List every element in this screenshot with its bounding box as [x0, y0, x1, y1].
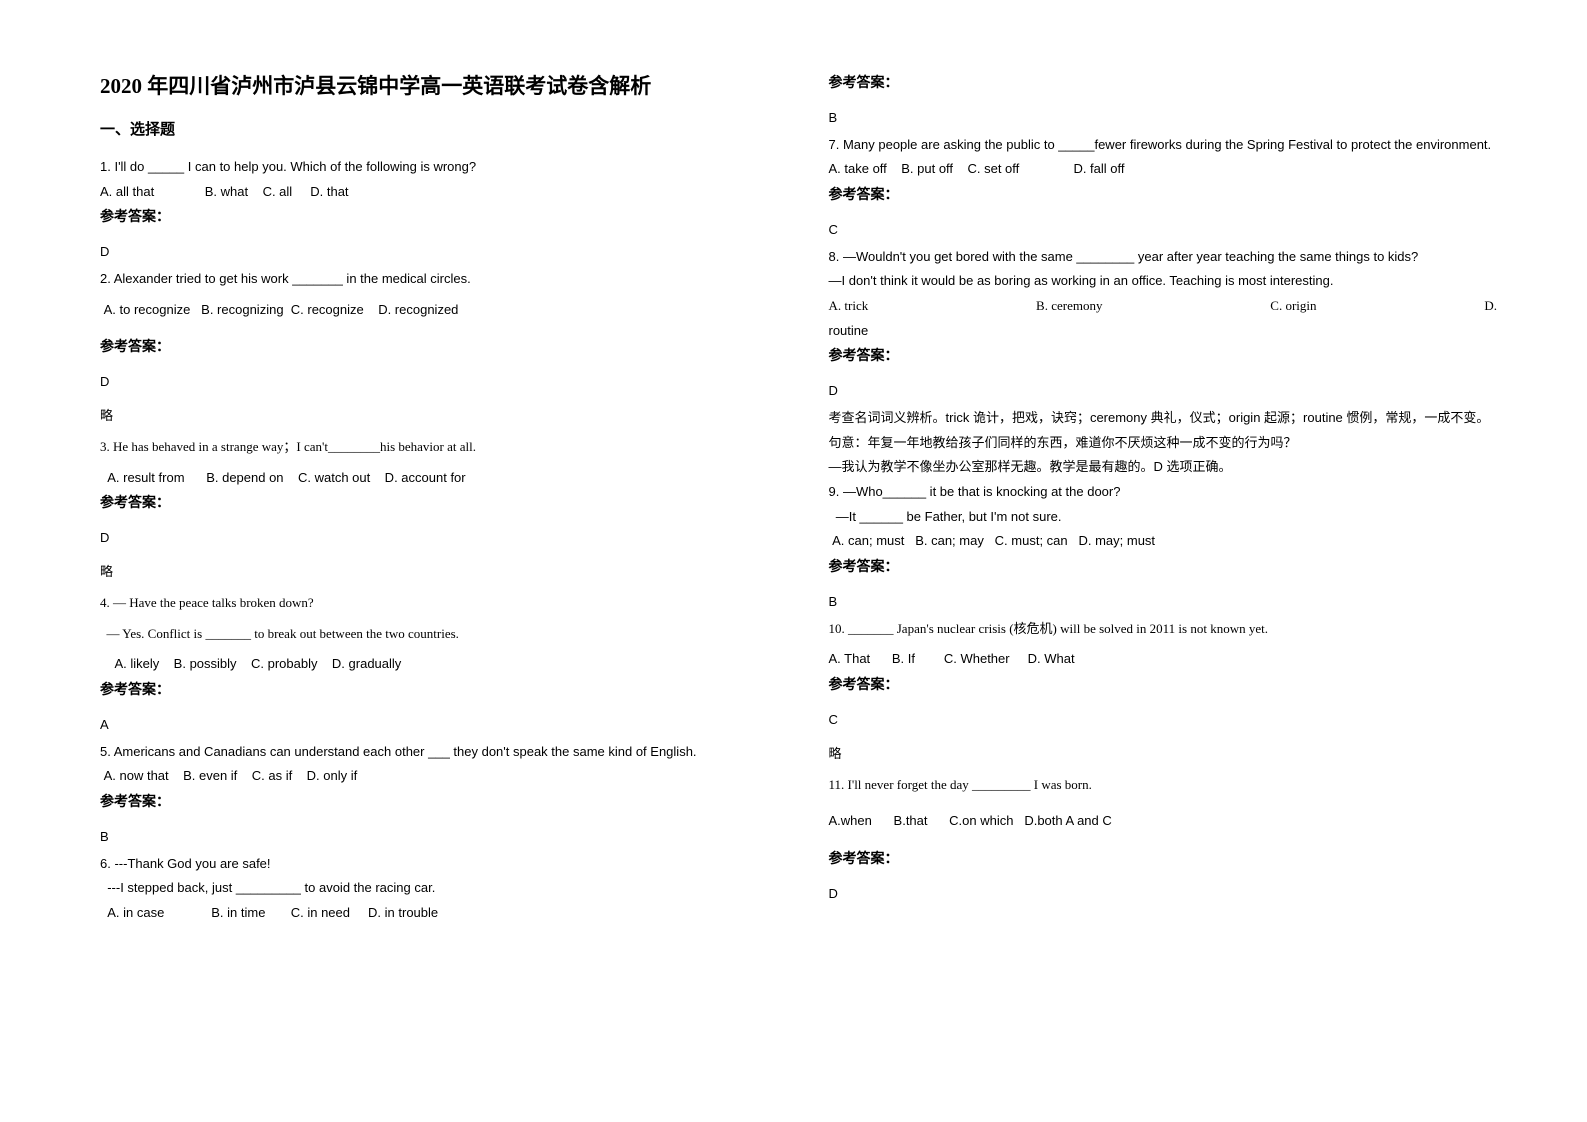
q5-stem: 5. Americans and Canadians can understan… [100, 740, 769, 765]
q1-answer-label: 参考答案： [100, 204, 769, 232]
q6-stem2: ---I stepped back, just _________ to avo… [100, 876, 769, 901]
q11-answer: D [829, 880, 1498, 909]
q6-stem1: 6. ---Thank God you are safe! [100, 852, 769, 877]
q9-answer-label: 参考答案： [829, 554, 1498, 582]
q1-stem: 1. I'll do _____ I can to help you. Whic… [100, 155, 769, 180]
q7-answer-label: 参考答案： [829, 182, 1498, 210]
q8-optD: D. [1484, 294, 1497, 319]
q1-options: A. all that B. what C. all D. that [100, 180, 769, 205]
q2-options: A. to recognize B. recognizing C. recogn… [100, 298, 769, 323]
q4-stem2: — Yes. Conflict is _______ to break out … [100, 622, 769, 647]
q5-answer: B [100, 823, 769, 852]
q8-stem2: —I don't think it would be as boring as … [829, 269, 1498, 294]
q7-answer: C [829, 216, 1498, 245]
q8-explain2: —我认为教学不像坐办公室那样无趣。教学是最有趣的。D 选项正确。 [829, 455, 1498, 480]
q8-optB: B. ceremony [1036, 294, 1102, 319]
q10-answer: C [829, 706, 1498, 735]
q4-stem1: 4. — Have the peace talks broken down? [100, 591, 769, 616]
q3-answer-label: 参考答案： [100, 490, 769, 518]
q8-optA: A. trick [829, 294, 869, 319]
q6-options: A. in case B. in time C. in need D. in t… [100, 901, 769, 926]
q2-answer-label: 参考答案： [100, 334, 769, 362]
q2-stem: 2. Alexander tried to get his work _____… [100, 267, 769, 292]
q8-answer-label: 参考答案： [829, 343, 1498, 371]
q8-explain1: 考查名词词义辨析。trick 诡计，把戏，诀窍；ceremony 典礼，仪式；o… [829, 406, 1498, 455]
q10-stem: 10. _______ Japan's nuclear crisis (核危机)… [829, 617, 1498, 642]
q3-answer: D [100, 524, 769, 553]
q10-note: 略 [829, 741, 1498, 767]
q9-stem2: —It ______ be Father, but I'm not sure. [829, 505, 1498, 530]
q10-answer-label: 参考答案： [829, 672, 1498, 700]
q9-stem1: 9. —Who______ it be that is knocking at … [829, 480, 1498, 505]
q8-opt-cont: routine [829, 319, 1498, 344]
q8-answer: D [829, 377, 1498, 406]
q7-stem: 7. Many people are asking the public to … [829, 133, 1498, 158]
right-column: 参考答案： B 7. Many people are asking the pu… [799, 70, 1498, 1082]
q2-answer: D [100, 368, 769, 397]
q6-answer: B [829, 104, 1498, 133]
q7-options: A. take off B. put off C. set off D. fal… [829, 157, 1498, 182]
q3-options: A. result from B. depend on C. watch out… [100, 466, 769, 491]
q8-stem1: 8. —Wouldn't you get bored with the same… [829, 245, 1498, 270]
q5-answer-label: 参考答案： [100, 789, 769, 817]
q4-options: A. likely B. possibly C. probably D. gra… [100, 652, 769, 677]
q4-answer-label: 参考答案： [100, 677, 769, 705]
q8-options: A. trick B. ceremony C. origin D. [829, 294, 1498, 319]
q8-optC: C. origin [1270, 294, 1316, 319]
q10-options: A. That B. If C. Whether D. What [829, 647, 1498, 672]
q5-options: A. now that B. even if C. as if D. only … [100, 764, 769, 789]
section-heading: 一、选择题 [100, 118, 769, 139]
q6-answer-label: 参考答案： [829, 70, 1498, 98]
q4-answer: A [100, 711, 769, 740]
q3-note: 略 [100, 559, 769, 585]
left-column: 2020 年四川省泸州市泸县云锦中学高一英语联考试卷含解析 一、选择题 1. I… [100, 70, 799, 1082]
q9-answer: B [829, 588, 1498, 617]
q11-options: A.when B.that C.on which D.both A and C [829, 809, 1498, 834]
q9-options: A. can; must B. can; may C. must; can D.… [829, 529, 1498, 554]
q11-stem: 11. I'll never forget the day _________ … [829, 773, 1498, 798]
q3-stem: 3. He has behaved in a strange way；I can… [100, 435, 769, 460]
q2-note: 略 [100, 403, 769, 429]
q11-answer-label: 参考答案： [829, 846, 1498, 874]
document-title: 2020 年四川省泸州市泸县云锦中学高一英语联考试卷含解析 [100, 70, 769, 100]
q1-answer: D [100, 238, 769, 267]
